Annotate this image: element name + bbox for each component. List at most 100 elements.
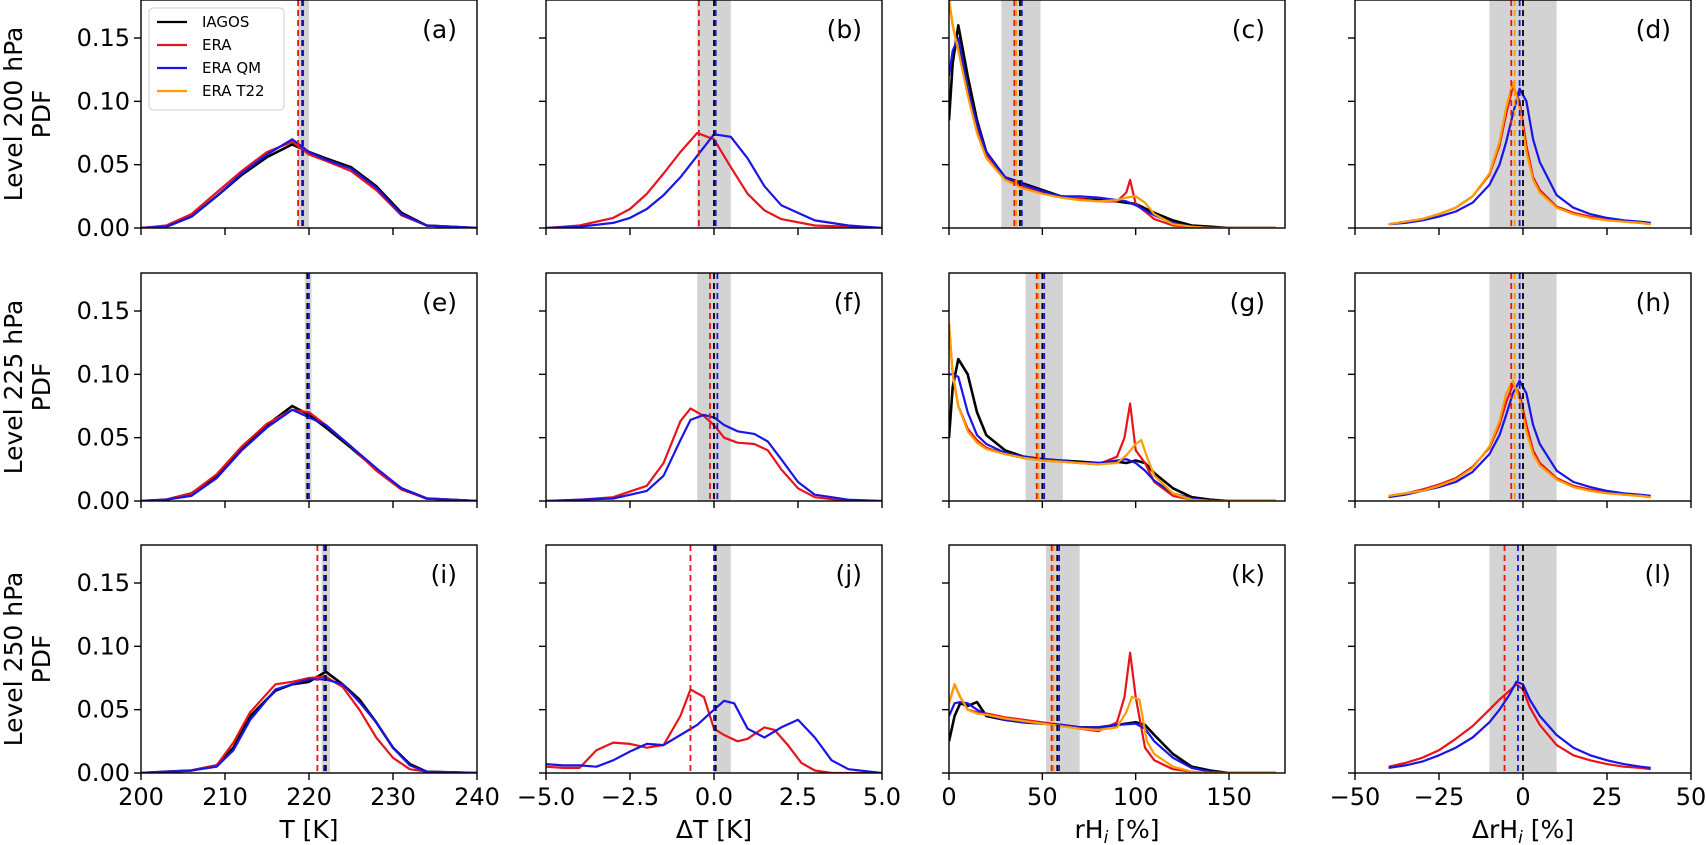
series-line-era bbox=[141, 675, 477, 773]
y-tick-label: 0.10 bbox=[77, 632, 130, 660]
x-axis-label-3: ΔrHi [%] bbox=[1472, 815, 1574, 845]
x-tick-label: −50 bbox=[1330, 783, 1381, 811]
series-line-era bbox=[949, 651, 1276, 773]
x-axis-label-0: T [K] bbox=[278, 815, 338, 844]
x-tick-label: 0 bbox=[1515, 783, 1530, 811]
y-tick-label: 0.10 bbox=[77, 360, 130, 388]
series-line-iagos bbox=[949, 24, 1276, 228]
y-tick-label: 0.00 bbox=[77, 487, 130, 515]
panel-i: 0.00 0.05 0.10 0.15 200 210 220 230 240 (i) bbox=[77, 544, 500, 811]
y-tick-label: 0.15 bbox=[77, 297, 130, 325]
series-line-era-t22 bbox=[949, 683, 1276, 773]
x-tick-label: 50 bbox=[1676, 783, 1706, 811]
legend: IAGOS ERA ERA QM ERA T22 bbox=[148, 7, 285, 111]
legend-label-era: ERA bbox=[202, 36, 232, 54]
panel-k: 0 50 100 150 (k) bbox=[941, 544, 1286, 811]
x-tick-label: 230 bbox=[370, 783, 416, 811]
panel-letter: (f) bbox=[834, 288, 862, 317]
panel-g: (g) bbox=[942, 272, 1286, 508]
row-label-pdf: PDF bbox=[27, 90, 56, 139]
legend-label-era-qm: ERA QM bbox=[202, 59, 261, 77]
series-line-era bbox=[546, 407, 882, 501]
panel-a: 0.00 0.05 0.10 0.15 (a) bbox=[77, 0, 478, 242]
panel-letter: (c) bbox=[1232, 15, 1265, 44]
series-line-era-qm bbox=[141, 408, 477, 501]
row-label-level: Level 225 hPa bbox=[0, 300, 28, 475]
row-label-level: Level 250 hPa bbox=[0, 572, 28, 747]
panel-frame bbox=[948, 272, 1286, 502]
panel-b: (b) bbox=[539, 0, 883, 235]
series-line-era-qm bbox=[1388, 379, 1651, 499]
series-line-era-qm bbox=[141, 138, 477, 228]
y-tick-label: 0.15 bbox=[77, 24, 130, 52]
panel-frame bbox=[140, 544, 478, 774]
row-label-pdf: PDF bbox=[27, 363, 56, 412]
series-line-iagos bbox=[141, 670, 477, 773]
series-line-era-qm bbox=[141, 678, 477, 773]
shaded-range bbox=[1001, 0, 1041, 228]
y-tick-label: 0.05 bbox=[77, 696, 130, 724]
x-tick-label: 100 bbox=[1113, 783, 1159, 811]
series-line-era bbox=[1388, 683, 1651, 771]
series-line-era-t22 bbox=[1388, 379, 1651, 499]
series-line-era-qm bbox=[1388, 87, 1651, 226]
x-tick-label: 240 bbox=[454, 783, 500, 811]
panel-letter: (b) bbox=[827, 15, 862, 44]
panel-letter: (e) bbox=[422, 288, 457, 317]
series-line-era-t22 bbox=[949, 0, 1276, 228]
x-tick-label: −2.5 bbox=[601, 783, 659, 811]
panel-j: −5.0 −2.5 0.0 2.5 5.0 (j) bbox=[517, 544, 901, 811]
x-tick-label: −5.0 bbox=[517, 783, 575, 811]
series-line-era bbox=[949, 323, 1276, 501]
panel-letter: (g) bbox=[1230, 288, 1265, 317]
x-tick-label: 25 bbox=[1592, 783, 1623, 811]
shaded-range bbox=[714, 545, 731, 773]
y-tick-label: 0.15 bbox=[77, 569, 130, 597]
panel-l: −50 −25 0 25 50 (l) bbox=[1330, 544, 1706, 811]
x-tick-label: −25 bbox=[1414, 783, 1465, 811]
panel-f: (f) bbox=[539, 272, 883, 508]
panel-letter: (j) bbox=[836, 560, 862, 589]
panel-letter: (d) bbox=[1636, 15, 1671, 44]
x-tick-label: 0.0 bbox=[695, 783, 733, 811]
panel-d: (d) bbox=[1348, 0, 1692, 235]
y-tick-label: 0.05 bbox=[77, 424, 130, 452]
y-tick-label: 0.05 bbox=[77, 151, 130, 179]
y-tick-label: 0.10 bbox=[77, 87, 130, 115]
row-label-2: Level 250 hPa PDF bbox=[0, 572, 56, 747]
series-line-era-qm bbox=[546, 413, 882, 501]
x-axis-label-main: rH bbox=[1074, 815, 1103, 844]
series-line-era bbox=[141, 408, 477, 501]
panel-letter: (h) bbox=[1636, 288, 1671, 317]
legend-label-iagos: IAGOS bbox=[202, 13, 249, 31]
x-tick-label: 220 bbox=[286, 783, 332, 811]
panel-letter: (k) bbox=[1231, 560, 1265, 589]
row-label-1: Level 225 hPa PDF bbox=[0, 300, 56, 475]
series-line-iagos bbox=[949, 700, 1276, 773]
x-tick-label: 210 bbox=[202, 783, 248, 811]
x-tick-label: 200 bbox=[118, 783, 164, 811]
series-line-era-qm bbox=[949, 701, 1276, 773]
panel-letter: (l) bbox=[1645, 560, 1671, 589]
series-line-era-qm bbox=[1388, 680, 1651, 769]
series-line-era-qm bbox=[949, 373, 1276, 501]
panel-h: (h) bbox=[1348, 272, 1692, 508]
y-tick-label: 0.00 bbox=[77, 214, 130, 242]
x-axis-label-subscript: i bbox=[1104, 828, 1109, 845]
panel-e: 0.00 0.05 0.10 0.15 (e) bbox=[77, 272, 478, 515]
x-tick-label: 150 bbox=[1206, 783, 1252, 811]
panel-frame bbox=[948, 0, 1286, 229]
series-line-era-qm bbox=[546, 133, 882, 228]
series-line-era bbox=[546, 131, 882, 228]
y-tick-label: 0.00 bbox=[77, 759, 130, 787]
row-label-pdf: PDF bbox=[27, 635, 56, 684]
x-axis-label-main: ΔrH bbox=[1472, 815, 1518, 844]
series-line-era-t22 bbox=[1388, 81, 1651, 226]
x-axis-label-subscript: i bbox=[1518, 828, 1523, 845]
x-tick-label: 2.5 bbox=[779, 783, 817, 811]
series-line-iagos bbox=[949, 357, 1276, 501]
panel-letter: (i) bbox=[431, 560, 457, 589]
x-tick-label: 5.0 bbox=[863, 783, 901, 811]
row-label-0: Level 200 hPa PDF bbox=[0, 27, 56, 202]
